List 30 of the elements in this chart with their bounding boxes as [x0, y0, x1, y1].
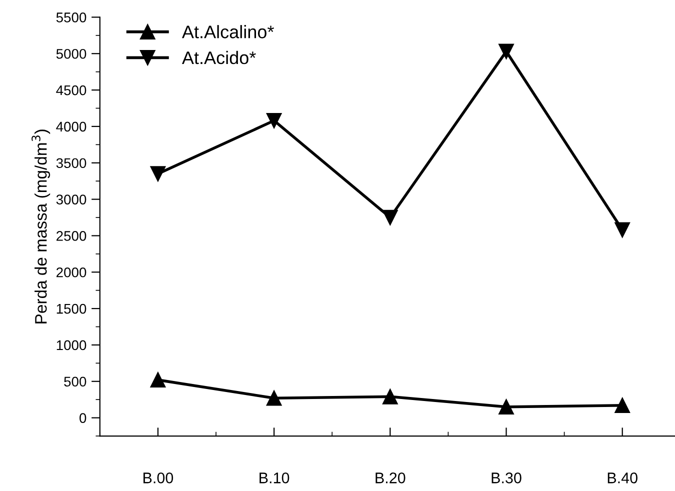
y-tick-label: 1000: [56, 340, 86, 350]
point: [382, 210, 398, 226]
point: [266, 112, 282, 128]
point: [614, 398, 630, 414]
x-tick-label: B.00: [143, 472, 174, 484]
y-tick-label: 2000: [56, 267, 86, 278]
y-tick-label: 2500: [56, 231, 86, 241]
y-tick-label: 3500: [56, 158, 86, 168]
point: [382, 389, 398, 404]
y-axis-title: Perda de massa (mg/dm$^{3}$): [32, 130, 50, 324]
x-tick-label: B.40: [608, 472, 638, 484]
x-tick-label: B.10: [260, 472, 290, 484]
x-tick-label: B.30: [492, 472, 522, 484]
legend-label: At.Acido*: [182, 50, 256, 64]
point: [498, 44, 514, 60]
point: [614, 222, 630, 238]
point: [266, 390, 282, 406]
y-tick-label: 5500: [56, 12, 86, 22]
x-tick-label: B.20: [376, 472, 406, 484]
y-tick-label: 0: [80, 413, 86, 423]
y-tick-label: 1500: [56, 304, 86, 314]
point: [498, 399, 514, 415]
y-tick-label: 5000: [56, 48, 86, 59]
point: [150, 372, 166, 388]
y-tick-label: 4500: [56, 85, 86, 96]
legend-label: At.Alcalino*: [182, 25, 274, 38]
y-tick-label: 500: [64, 376, 86, 387]
y-tick-label: 4000: [56, 122, 86, 132]
point: [150, 166, 166, 182]
y-tick-label: 3000: [56, 194, 86, 204]
